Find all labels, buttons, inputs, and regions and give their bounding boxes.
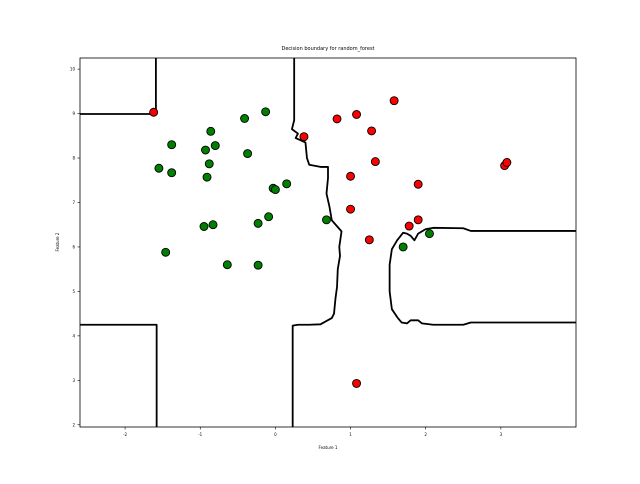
scatter-point bbox=[332, 114, 342, 124]
scatter-point bbox=[364, 235, 374, 245]
y-tick-label: 7 bbox=[72, 200, 75, 205]
scatter-point bbox=[264, 212, 274, 222]
chart-title: Decision boundary for random_forest bbox=[281, 46, 374, 52]
boundary-line-4 bbox=[80, 323, 158, 427]
scatter-point bbox=[202, 172, 212, 182]
scatter-point bbox=[398, 242, 408, 252]
scatter-point bbox=[206, 126, 216, 136]
y-tick-label: 10 bbox=[70, 67, 76, 72]
y-tick-label: 8 bbox=[72, 156, 75, 161]
scatter-point bbox=[204, 159, 214, 169]
plot-frame bbox=[79, 57, 577, 428]
scatter-point bbox=[404, 221, 414, 231]
y-tick-label: 3 bbox=[72, 378, 75, 383]
scatter-point bbox=[389, 96, 399, 106]
scatter-point bbox=[210, 141, 220, 151]
scatter-point bbox=[282, 179, 292, 189]
scatter-point bbox=[201, 145, 210, 155]
scatter-point bbox=[154, 163, 164, 173]
x-tick-label: 1 bbox=[349, 432, 352, 437]
scatter-point bbox=[199, 222, 209, 231]
x-tick-label: 3 bbox=[500, 432, 503, 437]
scatter-point bbox=[346, 204, 355, 214]
x-tick-label: -1 bbox=[198, 432, 202, 437]
y-tick-label: 4 bbox=[72, 333, 75, 338]
scatter-point bbox=[167, 140, 177, 150]
scatter-point bbox=[240, 114, 250, 123]
x-tick-label: 2 bbox=[424, 432, 427, 437]
x-tick-label: 0 bbox=[274, 432, 277, 437]
y-axis-label: Feature 2 bbox=[55, 232, 60, 251]
scatter-point bbox=[425, 229, 434, 239]
y-axis: 2 3 4 5 6 7 8 9 10 bbox=[70, 67, 80, 427]
scatter-point bbox=[222, 260, 232, 270]
scatter-point bbox=[253, 260, 263, 270]
scatter-point bbox=[370, 157, 380, 167]
scatter-point bbox=[352, 378, 362, 388]
x-axis-label: Feature 1 bbox=[319, 445, 338, 450]
scatter-points bbox=[149, 96, 512, 388]
y-tick-label: 6 bbox=[72, 244, 75, 249]
scatter-point bbox=[243, 149, 253, 159]
y-tick-label: 2 bbox=[72, 422, 75, 427]
scatter-point bbox=[208, 220, 218, 230]
scatter-point bbox=[413, 179, 423, 189]
scatter-point bbox=[413, 215, 423, 225]
y-tick-label: 5 bbox=[72, 289, 75, 294]
x-tick-label: -2 bbox=[123, 432, 127, 437]
scatter-point bbox=[352, 110, 362, 119]
scatter-point bbox=[161, 247, 171, 257]
boundary-line-3 bbox=[388, 226, 576, 326]
y-tick-label: 9 bbox=[72, 111, 75, 116]
scatter-point bbox=[261, 107, 271, 117]
scatter-point bbox=[502, 158, 512, 167]
scatter-point bbox=[322, 215, 331, 225]
boundary-line-2 bbox=[291, 58, 343, 427]
scatter-point bbox=[253, 218, 263, 228]
scatter-point bbox=[270, 185, 280, 195]
x-axis: -2 -1 0 1 2 3 bbox=[123, 427, 503, 437]
scatter-point bbox=[167, 168, 177, 178]
scatter-point bbox=[149, 107, 159, 117]
scatter-point bbox=[346, 171, 355, 181]
scatter-point bbox=[367, 126, 377, 136]
scatter-point bbox=[299, 132, 309, 142]
